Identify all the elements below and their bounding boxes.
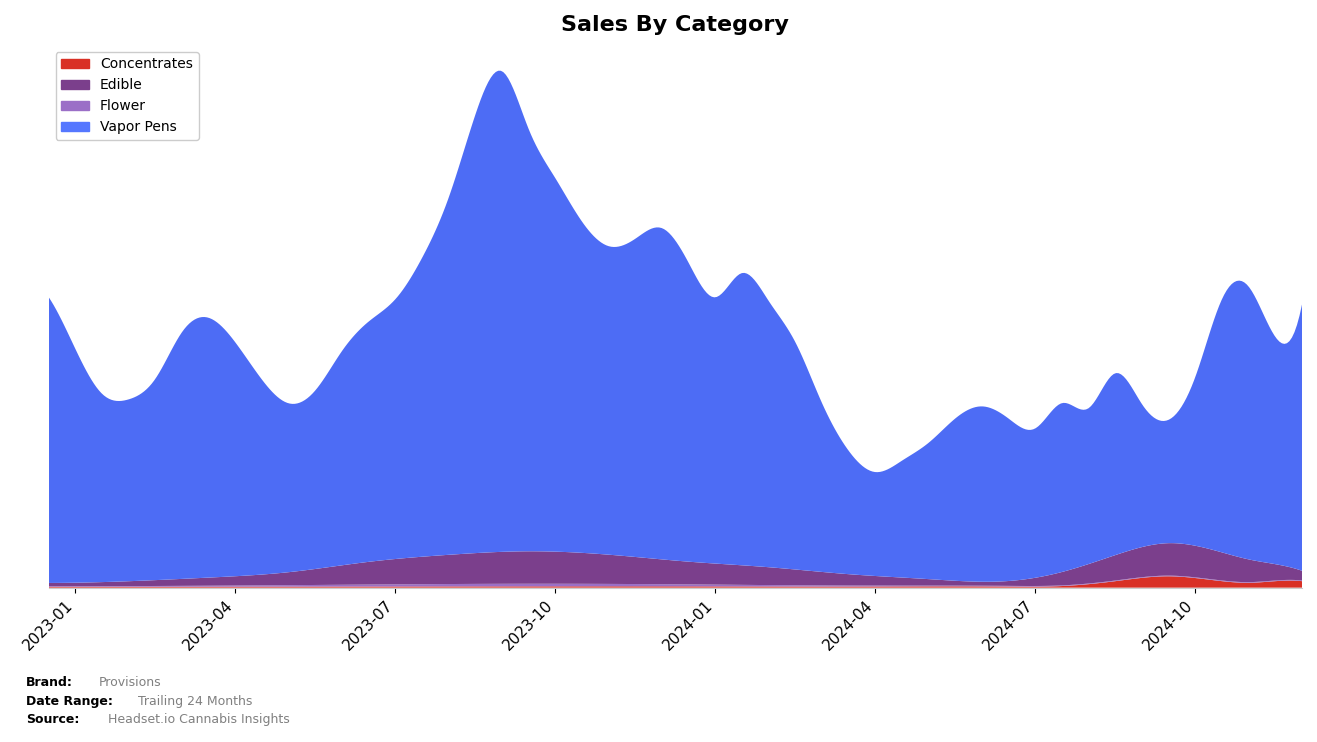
Title: Sales By Category: Sales By Category xyxy=(561,15,789,35)
Text: Source:: Source: xyxy=(26,714,80,726)
Text: Date Range:: Date Range: xyxy=(26,695,113,708)
Text: Trailing 24 Months: Trailing 24 Months xyxy=(138,695,253,708)
Text: Headset.io Cannabis Insights: Headset.io Cannabis Insights xyxy=(108,714,290,726)
Text: Brand:: Brand: xyxy=(26,677,74,689)
Text: Provisions: Provisions xyxy=(99,677,162,689)
Legend: Concentrates, Edible, Flower, Vapor Pens: Concentrates, Edible, Flower, Vapor Pens xyxy=(55,52,199,139)
